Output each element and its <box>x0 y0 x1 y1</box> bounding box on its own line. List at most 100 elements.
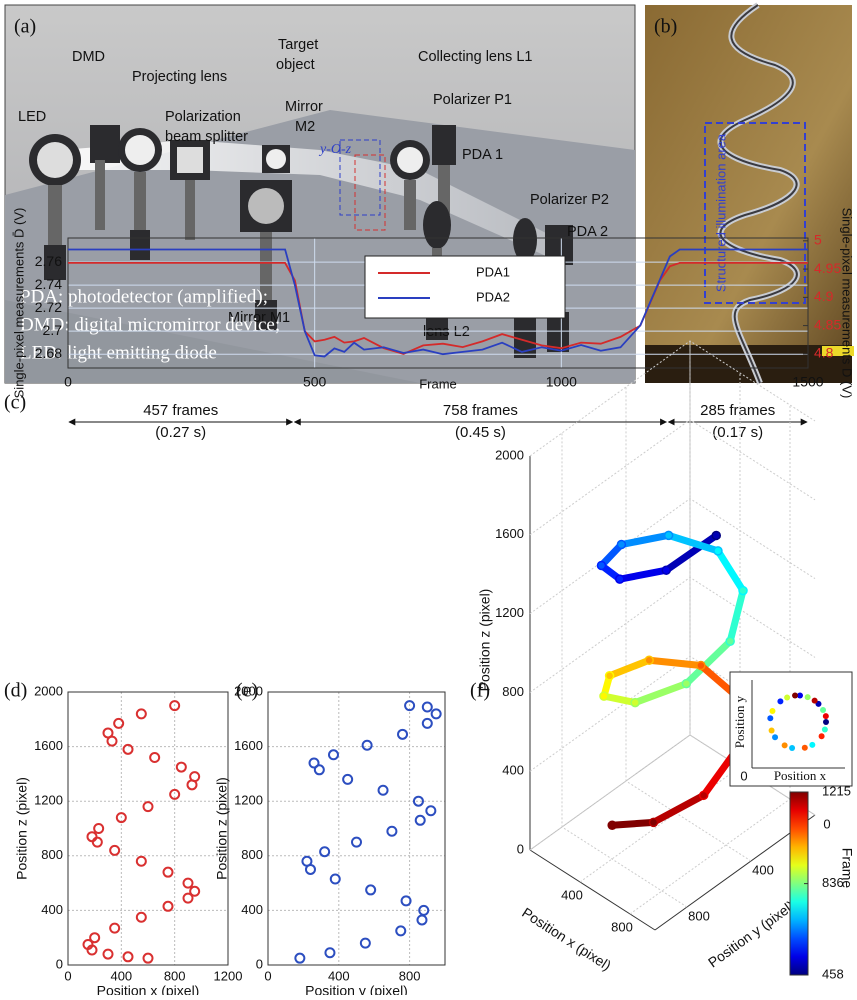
trace-segment <box>682 637 734 688</box>
component-label: LED <box>18 109 46 125</box>
data-point <box>596 560 607 571</box>
panel-label: (a) <box>14 16 36 38</box>
y-tick-label: 0 <box>823 816 830 831</box>
x-tick-label: 1500 <box>792 374 823 390</box>
grid-line <box>529 576 816 693</box>
data-point <box>414 814 426 826</box>
data-point <box>93 823 105 834</box>
y-tick-label: 0 <box>56 956 63 971</box>
data-point <box>644 655 654 665</box>
y-tick-label: 2000 <box>34 683 63 698</box>
y-tick-label: 1600 <box>34 738 63 753</box>
component-label: lens L2 <box>423 324 470 340</box>
y-tick-label: 2.76 <box>35 253 62 269</box>
data-point <box>115 812 127 824</box>
data-point <box>175 761 187 773</box>
x-axis-label: Position x (pixel) <box>519 904 614 973</box>
data-point <box>425 805 437 817</box>
area-label: Structured illumination area <box>713 133 728 292</box>
inset-point <box>818 733 825 740</box>
data-point <box>91 836 103 848</box>
data-point <box>169 788 181 800</box>
table-shade <box>5 300 420 383</box>
span-duration: (0.27 s) <box>155 424 206 441</box>
component-label: PDA 1 <box>462 147 503 163</box>
grid-line <box>561 433 688 908</box>
data-point <box>294 952 306 964</box>
y2-tick-label: 4.95 <box>814 260 841 276</box>
y-axis-label: Single-pixel measurements D̄ (V) <box>11 208 26 399</box>
data-point <box>661 565 672 575</box>
inset-point <box>789 744 796 751</box>
data-point <box>616 539 627 550</box>
data-point <box>365 884 377 896</box>
spring-shade <box>719 4 798 384</box>
data-point <box>122 743 134 755</box>
inset-point <box>820 706 827 713</box>
data-point <box>738 585 748 596</box>
data-point <box>82 939 94 951</box>
span-label: 457 frames <box>143 402 218 419</box>
y-tick-label: 800 <box>41 847 63 862</box>
axis-line <box>529 849 656 931</box>
grid-line <box>529 655 816 772</box>
grid-line <box>529 419 816 536</box>
z-tick-label: 1600 <box>495 526 524 541</box>
panel-label: (e) <box>236 680 258 702</box>
z-tick-label: 1200 <box>495 605 524 620</box>
component-label: object <box>276 57 315 73</box>
grid-line <box>579 373 741 883</box>
component-label: Polarizer P1 <box>433 92 512 108</box>
data-point <box>109 844 121 856</box>
y-tick-label: 400 <box>41 902 63 917</box>
y-axis-label: Position y (pixel) <box>705 897 797 970</box>
grid-line <box>529 497 816 615</box>
x-tick-label: 400 <box>561 887 583 902</box>
data-point <box>169 700 181 712</box>
data-point <box>412 795 424 807</box>
trace-segment <box>650 791 708 826</box>
data-point <box>135 708 147 720</box>
data-point <box>430 708 442 720</box>
trace-segment <box>617 531 673 549</box>
data-point <box>329 873 341 885</box>
data-point <box>135 911 147 923</box>
data-point <box>182 877 194 889</box>
panel-label: (f) <box>470 680 490 702</box>
data-point <box>313 764 325 776</box>
x-axis-label: Frame <box>419 376 457 391</box>
data-point <box>142 801 154 813</box>
data-point <box>122 951 134 963</box>
component-label: DMD <box>72 49 105 65</box>
component-label: PDA 2 <box>567 224 608 240</box>
x-tick-label: 1000 <box>546 374 577 390</box>
data-point <box>377 784 389 796</box>
inset-origin: 0 <box>740 768 747 783</box>
z-tick-label: 800 <box>502 684 524 699</box>
data-point <box>182 892 194 904</box>
inset-point <box>809 741 816 748</box>
plot-frame <box>67 237 809 369</box>
inset-point <box>801 744 808 751</box>
colorbar-tick-label: 836 <box>822 875 844 890</box>
legend-label: PDA2 <box>476 289 510 304</box>
span-duration: (0.17 s) <box>712 424 763 441</box>
y-tick-label: 1200 <box>34 793 63 808</box>
panel-label: (d) <box>4 680 27 702</box>
data-point <box>418 904 430 916</box>
y2-tick-label: 4.8 <box>814 345 834 361</box>
trace-segment <box>714 547 747 595</box>
data-point <box>386 825 398 837</box>
data-point <box>725 636 735 647</box>
data-point <box>135 855 147 867</box>
colorbar-label: Frame <box>839 848 855 889</box>
z-tick-label: 0 <box>517 841 524 856</box>
y-tick-label: 2.74 <box>35 276 62 292</box>
data-point <box>599 691 609 701</box>
x-tick-label: 800 <box>164 968 186 983</box>
x-tick-label: 800 <box>611 919 633 934</box>
inset-y-label: Position y <box>732 695 747 748</box>
colorbar-tick-label: 1215 <box>822 783 851 798</box>
panel-a-photo <box>4 4 636 384</box>
x-tick-label: 0 <box>64 374 72 390</box>
